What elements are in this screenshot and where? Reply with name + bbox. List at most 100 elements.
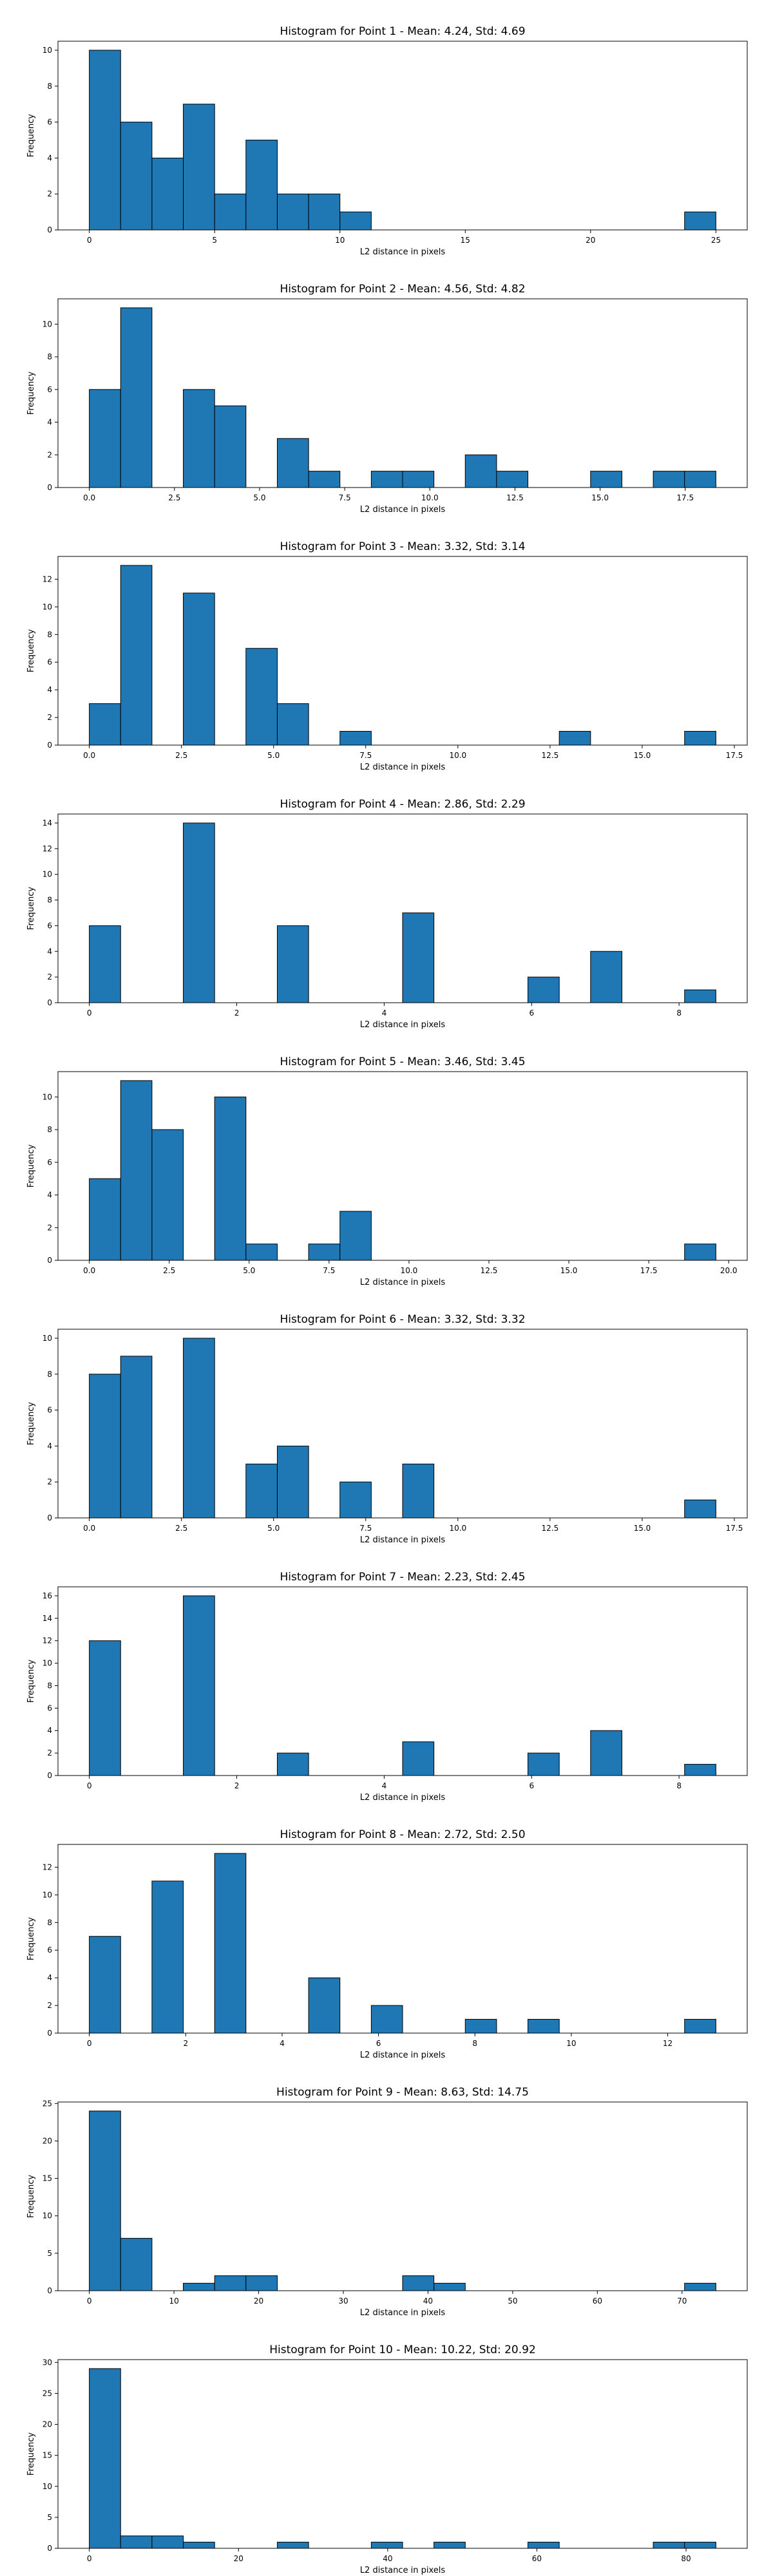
x-tick-label: 4 xyxy=(382,1009,387,1018)
x-tick-label: 12 xyxy=(663,2039,673,2048)
y-tick-label: 2 xyxy=(47,713,52,722)
histogram-panel-9: Histogram for Point 9 - Mean: 8.63, Std:… xyxy=(26,2086,748,2318)
histogram-bar xyxy=(89,2368,121,2549)
histogram-bar xyxy=(120,307,153,488)
histogram-bar xyxy=(183,2282,215,2291)
histogram-bar xyxy=(464,454,497,488)
x-tick-label: 5 xyxy=(212,236,217,245)
histogram-bar xyxy=(214,193,247,231)
histogram-bar xyxy=(183,822,215,1003)
y-tick-label: 8 xyxy=(47,352,52,361)
x-tick-label: 5.0 xyxy=(243,1266,255,1275)
x-tick-label: 60 xyxy=(593,2297,602,2306)
x-tick-label: 80 xyxy=(681,2554,691,2563)
histogram-bar xyxy=(120,1080,153,1261)
y-tick-label: 6 xyxy=(47,921,52,930)
x-tick-label: 2.5 xyxy=(163,1266,175,1275)
histogram-bar xyxy=(684,731,716,746)
x-axis-label: L2 distance in pixels xyxy=(360,762,446,772)
histogram-bar xyxy=(402,1741,435,1776)
histogram-bar xyxy=(590,471,622,488)
histogram-bar xyxy=(245,139,278,231)
histogram-panel-3: Histogram for Point 3 - Mean: 3.32, Std:… xyxy=(26,540,748,772)
histogram-bar xyxy=(183,104,215,231)
histogram-bar xyxy=(496,471,529,488)
axes-frame xyxy=(57,1844,748,2034)
y-tick-label: 8 xyxy=(47,1370,52,1379)
histogram-bar xyxy=(308,1244,341,1261)
histogram-bar xyxy=(684,471,716,488)
y-tick-label: 6 xyxy=(47,1158,52,1167)
histogram-bar xyxy=(214,405,247,488)
y-tick-label: 10 xyxy=(43,1092,52,1101)
y-axis-label: Frequency xyxy=(26,887,36,930)
y-tick-label: 4 xyxy=(47,1726,52,1735)
histogram-bar xyxy=(89,1936,121,2034)
y-tick-label: 5 xyxy=(47,2513,52,2522)
histogram-bar xyxy=(120,122,153,231)
x-tick-label: 10 xyxy=(566,2039,576,2048)
axes-frame xyxy=(57,556,748,746)
histogram-bar xyxy=(339,731,372,746)
x-tick-label: 17.5 xyxy=(726,751,743,760)
y-tick-label: 0 xyxy=(47,1513,52,1522)
histogram-bar xyxy=(183,1338,215,1519)
x-tick-label: 10.0 xyxy=(401,1266,418,1275)
histogram-panel-7: Histogram for Point 7 - Mean: 2.23, Std:… xyxy=(26,1571,748,1803)
axes-frame xyxy=(57,298,748,488)
y-tick-label: 2 xyxy=(47,1748,52,1757)
axes-frame xyxy=(57,2101,748,2291)
y-tick-label: 8 xyxy=(47,1125,52,1134)
y-tick-label: 8 xyxy=(47,630,52,639)
histogram-bar xyxy=(370,2005,403,2034)
axes-frame xyxy=(57,41,748,231)
histogram-bar xyxy=(151,2535,184,2549)
chart-title: Histogram for Point 4 - Mean: 2.86, Std:… xyxy=(280,798,525,811)
y-tick-label: 15 xyxy=(43,2174,52,2183)
y-tick-label: 0 xyxy=(47,483,52,492)
histogram-bar xyxy=(402,912,435,1003)
histogram-bar xyxy=(214,2275,247,2291)
chart-title: Histogram for Point 1 - Mean: 4.24, Std:… xyxy=(280,25,525,38)
x-tick-label: 4 xyxy=(382,1781,387,1790)
histogram-bar xyxy=(89,1178,121,1261)
histogram-bar xyxy=(308,193,341,231)
chart-title: Histogram for Point 8 - Mean: 2.72, Std:… xyxy=(280,1828,525,1841)
x-tick-label: 2 xyxy=(234,1009,240,1018)
y-axis-label: Frequency xyxy=(26,114,36,157)
x-tick-label: 10 xyxy=(169,2297,178,2306)
x-axis-label: L2 distance in pixels xyxy=(360,2050,446,2060)
x-tick-label: 15.0 xyxy=(560,1266,578,1275)
histogram-bar xyxy=(120,2535,153,2549)
x-tick-label: 4 xyxy=(280,2039,285,2048)
y-tick-label: 10 xyxy=(43,1659,52,1668)
x-tick-label: 5.0 xyxy=(267,751,280,760)
y-tick-label: 2 xyxy=(47,2001,52,2010)
y-tick-label: 30 xyxy=(43,2358,52,2367)
histogram-bar xyxy=(684,2019,716,2034)
y-tick-label: 4 xyxy=(47,153,52,162)
y-tick-label: 8 xyxy=(47,896,52,905)
x-tick-label: 17.5 xyxy=(726,1524,743,1533)
x-axis-label: L2 distance in pixels xyxy=(360,1793,446,1803)
y-tick-label: 25 xyxy=(43,2099,52,2108)
y-tick-label: 2 xyxy=(47,972,52,981)
x-tick-label: 15.0 xyxy=(591,493,609,502)
y-tick-label: 10 xyxy=(43,2482,52,2491)
x-tick-label: 2.5 xyxy=(175,751,187,760)
histogram-bar xyxy=(214,1096,247,1261)
histogram-bar xyxy=(245,1244,278,1261)
histogram-bar xyxy=(183,592,215,746)
histogram-bar xyxy=(339,1481,372,1519)
y-tick-label: 6 xyxy=(47,1406,52,1415)
histogram-bar xyxy=(245,2275,278,2291)
histogram-bar xyxy=(276,1752,309,1776)
x-tick-label: 15.0 xyxy=(634,1524,651,1533)
y-tick-label: 20 xyxy=(43,2136,52,2145)
y-tick-label: 10 xyxy=(43,870,52,879)
x-tick-label: 5.0 xyxy=(253,493,265,502)
x-tick-label: 0 xyxy=(87,1781,92,1790)
x-axis-label: L2 distance in pixels xyxy=(360,2308,446,2318)
y-tick-label: 16 xyxy=(43,1591,52,1600)
x-tick-label: 7.5 xyxy=(359,751,372,760)
